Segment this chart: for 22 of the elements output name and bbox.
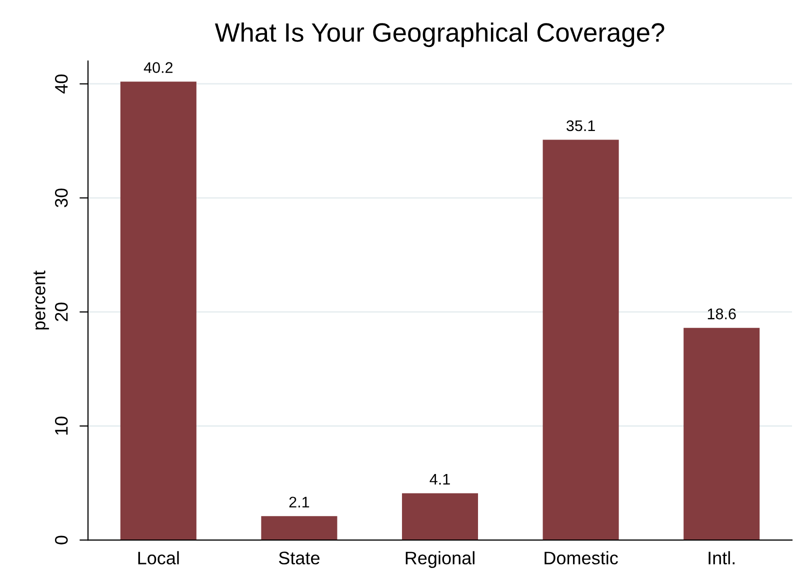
data-label: 2.1 — [289, 496, 310, 508]
y-tick-label: 40 — [54, 74, 68, 94]
y-axis-title: percent — [34, 270, 49, 330]
data-label: 35.1 — [566, 120, 595, 132]
y-tick-label: 0 — [54, 536, 68, 544]
bar — [402, 493, 478, 540]
bar — [542, 140, 619, 540]
y-tick-label: 20 — [54, 302, 68, 322]
x-tick-label: State — [278, 552, 320, 564]
bar — [684, 328, 760, 540]
x-tick-label: Domestic — [544, 551, 618, 564]
data-label: 4.1 — [430, 474, 450, 485]
x-tick-label: Regional — [406, 551, 474, 568]
data-label: 18.6 — [708, 308, 736, 320]
data-label: 40.2 — [144, 62, 172, 73]
bar — [261, 516, 338, 540]
bar — [120, 82, 196, 540]
x-tick-label: Intl. — [708, 551, 735, 564]
y-tick-label: 10 — [54, 416, 68, 435]
x-tick-label: Local — [138, 551, 179, 564]
chart-title: What Is Your Geographical Coverage? — [214, 22, 664, 48]
y-tick-label: 30 — [54, 188, 68, 208]
